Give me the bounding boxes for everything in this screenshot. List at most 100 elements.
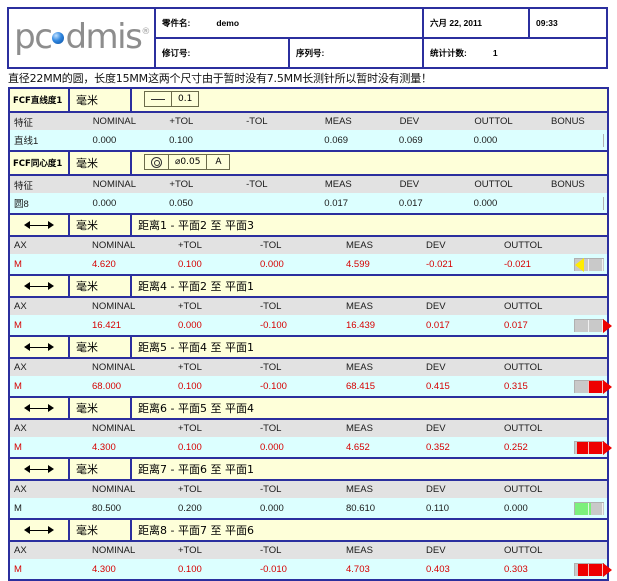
graph-cell <box>574 257 607 272</box>
col-dev: DEV <box>399 179 420 190</box>
dimension-description: 距离5 - 平面4 至 平面1 <box>138 341 254 354</box>
cell-dev: 0.415 <box>426 380 450 392</box>
bar-arrow-left-icon <box>575 257 584 272</box>
fcf-name: FCF同心度1 <box>10 152 70 174</box>
cell-minus-tol: 0.000 <box>260 258 284 270</box>
tolerance-bar <box>574 379 612 394</box>
cell-feature: 直线1 <box>14 136 39 147</box>
col-nominal: NOMINAL <box>92 179 136 190</box>
col-minus-tol: -TOL <box>260 545 282 556</box>
col-nominal: NOMINAL <box>92 362 136 373</box>
distance-arrow-icon <box>10 398 70 418</box>
col-dev: DEV <box>426 545 446 556</box>
cell-nominal: 4.300 <box>92 441 116 453</box>
header-row-top: 零件名: demo 六月 22, 2011 09:33 <box>156 9 606 39</box>
fcf-symbol-segment <box>145 155 169 169</box>
col-ax: AX <box>14 240 27 251</box>
col-outtol: OUTTOL <box>504 545 543 556</box>
cell-plus-tol: 0.050 <box>169 197 193 209</box>
bar-arrow-right-icon <box>603 379 612 394</box>
col-bonus: BONUS <box>550 179 585 190</box>
col-minus-tol: -TOL <box>260 362 282 373</box>
double-arrow-glyph <box>24 403 54 413</box>
report-blocks: FCF直线度1 毫米 0.1 特征 NOMINAL +TOL -TOL MEAS DEV OUTT… <box>8 87 612 581</box>
cell-ax: M <box>14 441 22 453</box>
report-block: 毫米 距离4 - 平面2 至 平面1 AX NOMINAL +TOL -TOL MEAS DE… <box>8 274 612 335</box>
col-ax: AX <box>14 301 27 312</box>
fcf-name: FCF直线度1 <box>10 89 70 111</box>
dimension-units: 毫米 <box>70 398 132 418</box>
date-value: 六月 22, 2011 <box>430 18 482 28</box>
cell-outtol: 0.000 <box>473 197 498 209</box>
report-block: FCF同心度1 毫米 ⌀0.05 A 特征 NOMINAL +TOL -TOL MEAS DEV O… <box>8 150 609 213</box>
col-plus-tol: +TOL <box>178 301 202 312</box>
logo-text-left: pc <box>14 17 53 57</box>
straightness-icon <box>151 98 165 100</box>
graph-cell <box>602 196 607 210</box>
col-dev: DEV <box>426 423 446 434</box>
graph-cell <box>574 318 612 333</box>
dimension-column-header: AX NOMINAL +TOL -TOL MEAS DEV OUTTOL <box>10 357 607 376</box>
col-plus-tol: +TOL <box>178 240 202 251</box>
cell-meas: 0.069 <box>324 134 349 146</box>
col-nominal: NOMINAL <box>92 423 136 434</box>
col-outtol: OUTTOL <box>504 240 543 251</box>
col-minus-tol: -TOL <box>260 484 282 495</box>
cell-nominal: 4.620 <box>92 258 116 270</box>
col-plus-tol: +TOL <box>169 116 194 127</box>
col-meas: MEAS <box>346 545 373 556</box>
dimension-title-bar: 毫米 距离6 - 平面5 至 平面4 <box>10 398 607 418</box>
col-dev: DEV <box>426 240 446 251</box>
col-plus-tol: +TOL <box>178 423 202 434</box>
col-meas: MEAS <box>346 301 373 312</box>
cell-meas: 4.599 <box>346 258 370 270</box>
table-row: M 4.300 0.100 0.000 4.652 0.352 0.252 <box>10 437 612 457</box>
dimension-units: 毫米 <box>70 459 132 479</box>
cell-minus-tol: 0.000 <box>260 441 284 453</box>
double-arrow-glyph <box>24 464 54 474</box>
col-minus-tol: -TOL <box>260 240 282 251</box>
fcf-units: 毫米 <box>70 152 132 174</box>
dimension-column-header: AX NOMINAL +TOL -TOL MEAS DEV OUTTOL <box>10 235 607 254</box>
report-block: 毫米 距离7 - 平面6 至 平面1 AX NOMINAL +TOL -TOL MEAS DE… <box>8 457 609 518</box>
dimension-units: 毫米 <box>70 276 132 296</box>
col-minus-tol: -TOL <box>260 423 282 434</box>
fcf-tolerance-segment: 0.1 <box>178 94 193 104</box>
graph-cell <box>574 440 612 455</box>
cell-outtol: -0.021 <box>504 258 531 270</box>
fcf-column-header: 特征 NOMINAL +TOL -TOL MEAS DEV OUTTOL BONUS <box>10 111 607 130</box>
fcf-title-bar: FCF同心度1 毫米 ⌀0.05 A <box>10 152 607 174</box>
graph-cell <box>574 562 612 577</box>
cell-plus-tol: 0.100 <box>178 563 202 575</box>
bar-ticks <box>575 441 604 454</box>
distance-arrow-icon <box>10 520 70 540</box>
cell-meas: 4.703 <box>346 563 370 575</box>
cell-plus-tol: 0.100 <box>178 258 202 270</box>
double-arrow-glyph <box>24 220 54 230</box>
cell-meas: 0.017 <box>324 197 349 209</box>
cell-nominal: 16.421 <box>92 319 122 331</box>
cell-outtol: 0.017 <box>504 319 528 331</box>
dimension-title-bar: 毫米 距离5 - 平面4 至 平面1 <box>10 337 607 357</box>
col-dev: DEV <box>426 301 446 312</box>
cell-outtol: 0.315 <box>504 380 528 392</box>
cell-feature: 圆8 <box>14 199 29 210</box>
cell-nominal: 4.300 <box>92 563 116 575</box>
cell-ax: M <box>14 502 22 514</box>
cell-dev: 0.352 <box>426 441 450 453</box>
cell-nominal: 68.000 <box>92 380 122 392</box>
dimension-description: 距离1 - 平面2 至 平面3 <box>138 219 254 232</box>
report-block: FCF直线度1 毫米 0.1 特征 NOMINAL +TOL -TOL MEAS DEV OUTT… <box>8 87 609 150</box>
bar-arrow-right-icon <box>603 318 612 333</box>
col-outtol: OUTTOL <box>474 179 513 190</box>
cell-ax: M <box>14 319 22 331</box>
distance-arrow-icon <box>10 276 70 296</box>
cell-nominal: 0.000 <box>92 197 117 209</box>
cell-plus-tol: 0.200 <box>178 502 202 514</box>
cell-plus-tol: 0.000 <box>178 319 202 331</box>
col-plus-tol: +TOL <box>178 362 202 373</box>
cell-minus-tol: -0.100 <box>260 380 287 392</box>
tolerance-bar <box>574 257 604 272</box>
concentricity-icon <box>151 156 162 168</box>
bar-ticks <box>575 502 604 515</box>
